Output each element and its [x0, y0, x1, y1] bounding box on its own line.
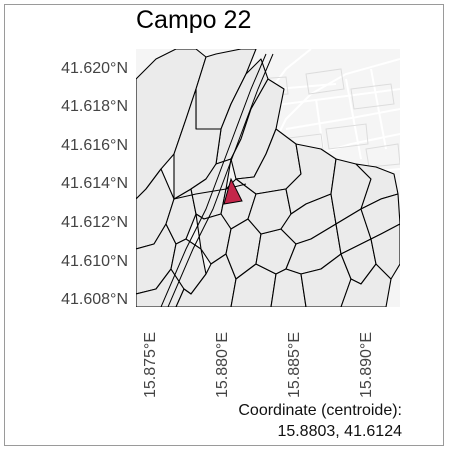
- map-title: Campo 22: [136, 6, 252, 34]
- parcel-map[interactable]: Via Giuseppe di Vittorio: [136, 49, 400, 307]
- parcels: [136, 49, 400, 307]
- y-tick-label: 41.610°N: [61, 253, 128, 270]
- caption-line-2: 15.8803, 41.6124: [277, 423, 402, 440]
- y-tick-label: 41.612°N: [61, 214, 128, 231]
- x-tick: 15.880°E: [213, 312, 233, 402]
- x-tick-label: 15.890°E: [358, 331, 375, 398]
- y-tick-label: 41.620°N: [61, 60, 128, 77]
- y-tick-label: 41.618°N: [61, 98, 128, 115]
- x-tick: 15.875°E: [141, 312, 161, 402]
- x-tick: 15.890°E: [357, 312, 377, 402]
- y-tick-label: 41.608°N: [61, 291, 128, 308]
- x-tick-label: 15.875°E: [142, 331, 159, 398]
- centroid-caption: Coordinate (centroide): 15.8803, 41.6124: [238, 400, 402, 442]
- x-tick: 15.885°E: [285, 312, 305, 402]
- roads: [160, 53, 274, 307]
- caption-line-1: Coordinate (centroide):: [238, 402, 402, 419]
- x-tick-label: 15.885°E: [286, 331, 303, 398]
- x-tick-label: 15.880°E: [214, 331, 231, 398]
- highlighted-parcel[interactable]: [223, 177, 243, 205]
- y-tick-label: 41.616°N: [61, 137, 128, 154]
- y-tick-label: 41.614°N: [61, 175, 128, 192]
